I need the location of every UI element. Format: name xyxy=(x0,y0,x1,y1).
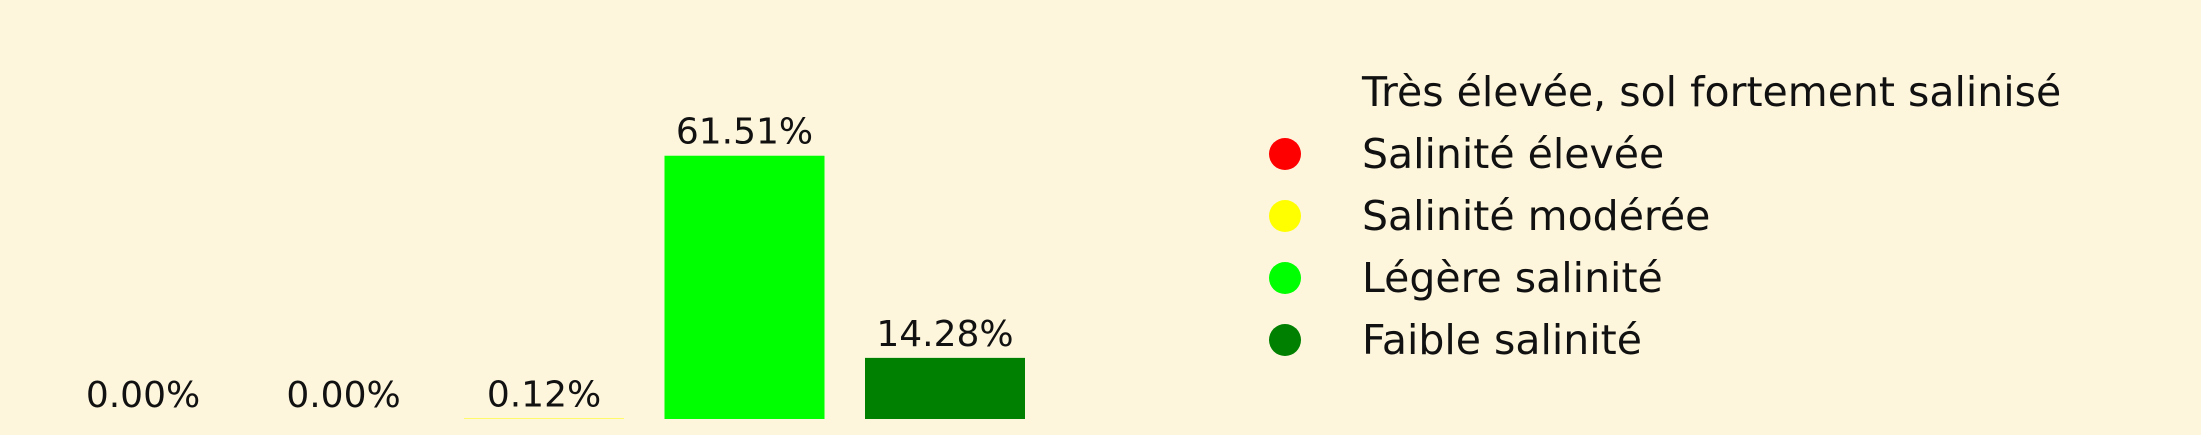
bar-value-label-3: 61.51% xyxy=(676,112,813,153)
legend-label-4: Faible salinité xyxy=(1362,316,1642,364)
bars-group xyxy=(464,155,1025,420)
legend-label-1: Salinité élevée xyxy=(1362,130,1664,178)
legend-marker-2 xyxy=(1269,200,1301,232)
legend-label-3: Légère salinité xyxy=(1362,254,1663,302)
value-labels-group: 0.00% 0.00% 0.12% 61.51% 14.28% xyxy=(86,112,1014,416)
bar-value-label-4: 14.28% xyxy=(876,314,1013,355)
legend-marker-0 xyxy=(1269,76,1301,108)
legend-label-2: Salinité modérée xyxy=(1362,192,1710,240)
bar-3 xyxy=(664,155,825,420)
legend-marker-3 xyxy=(1269,262,1301,294)
bar-4 xyxy=(865,357,1025,419)
bar-value-label-1: 0.00% xyxy=(286,375,400,416)
bar-value-label-2: 0.12% xyxy=(487,374,601,415)
legend-marker-4 xyxy=(1269,324,1301,356)
bar-2 xyxy=(464,418,624,419)
legend-label-0: Très élevée, sol fortement salinisé xyxy=(1361,68,2061,116)
legend: Très élevée, sol fortement salinisé Salin… xyxy=(1269,68,2061,364)
bar-value-label-0: 0.00% xyxy=(86,375,200,416)
legend-marker-1 xyxy=(1269,138,1301,170)
